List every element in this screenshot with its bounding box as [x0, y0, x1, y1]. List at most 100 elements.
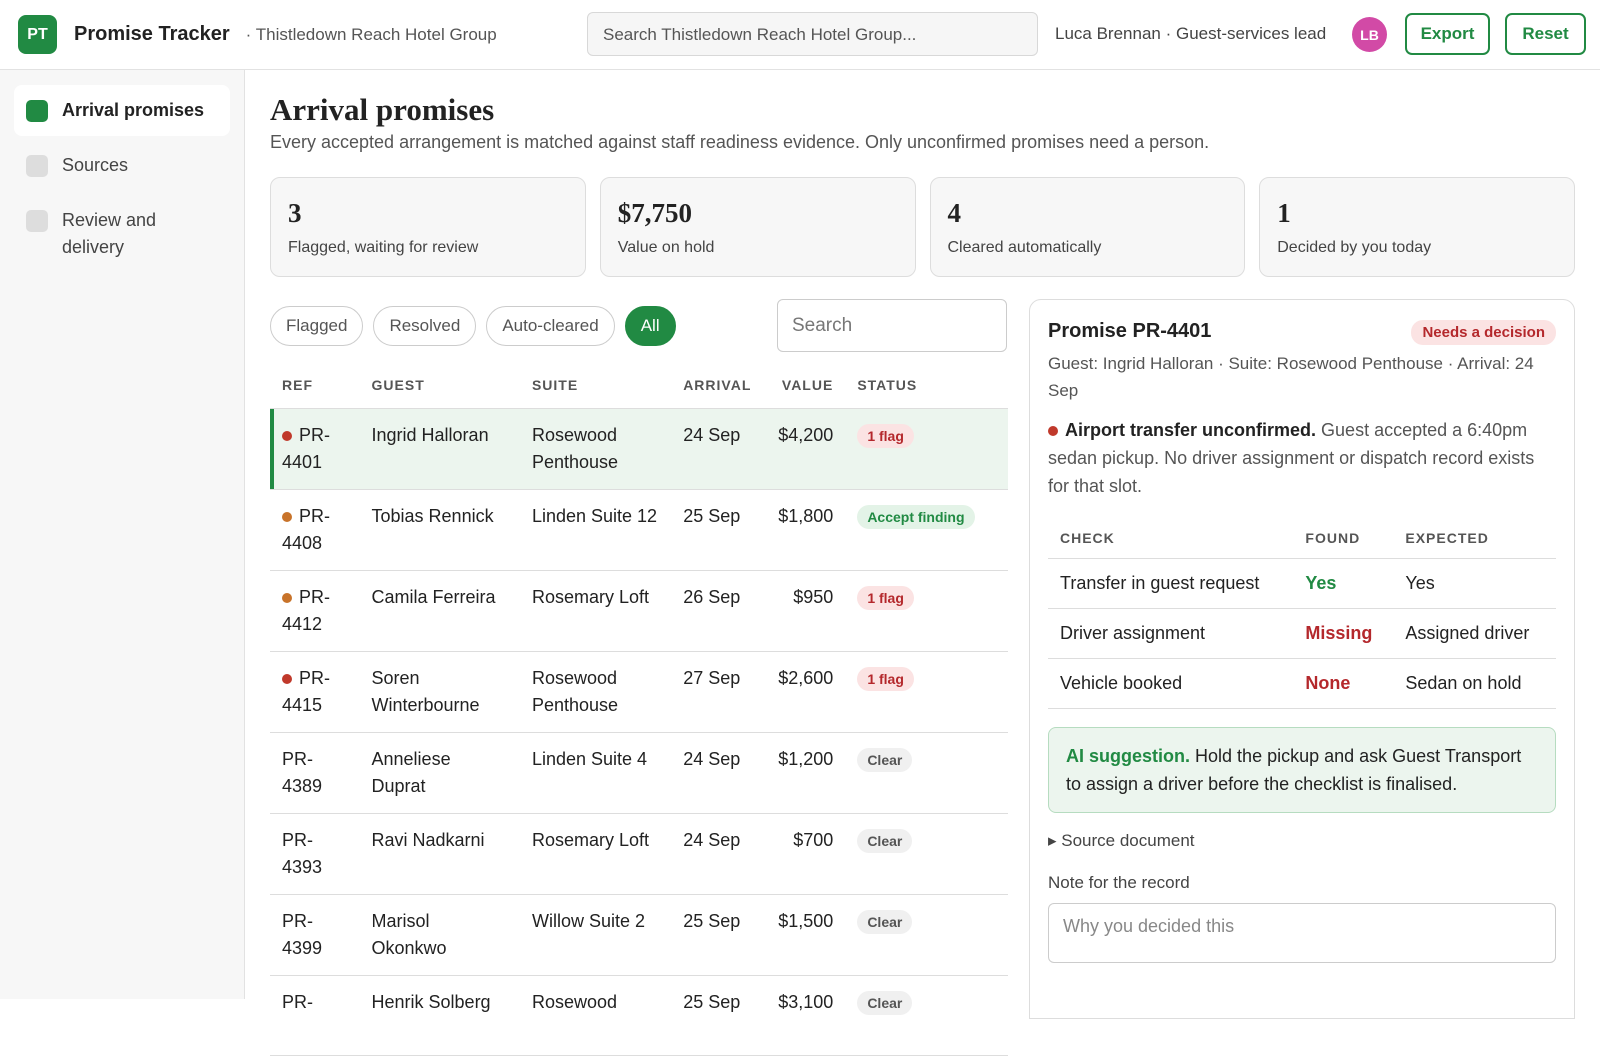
ref: PR-4408	[282, 505, 330, 553]
check-table: CHECK FOUND EXPECTED Transfer in guest requ…	[1048, 518, 1556, 709]
table-cell: Henrik Solberg	[359, 975, 520, 1056]
table-cell: Willow Suite 2	[519, 894, 672, 976]
cell-text: Ingrid Halloran	[371, 424, 489, 445]
ai-suggestion: AI suggestion. Hold the pickup and ask G…	[1048, 727, 1556, 813]
stat-card: $7,750 Value on hold	[599, 177, 916, 277]
table-cell: $1,800	[763, 489, 846, 571]
check-cell: Transfer in guest request	[1048, 558, 1294, 609]
cell-text: $2,600	[778, 667, 834, 688]
table-cell: PR-4393	[270, 813, 360, 895]
cell-text: Rosewood Penthouse	[531, 424, 619, 472]
table-cell: 26 Sep	[671, 570, 764, 652]
status-dot	[282, 430, 292, 441]
filter-chip[interactable]: Auto-cleared	[486, 306, 615, 346]
check-cell: Sedan on hold	[1393, 658, 1556, 709]
column-header: VALUE	[763, 362, 846, 409]
status-badge: Accept finding	[857, 504, 975, 529]
note-input[interactable]: Why you decided this	[1048, 903, 1556, 963]
page-title: Arrival promises	[270, 92, 495, 127]
table-row[interactable]: PR-4389 Anneliese Duprat Linden Suite 4 24 …	[270, 732, 1008, 814]
ref: PR-4412	[282, 586, 330, 634]
global-search[interactable]: Search Thistledown Reach Hotel Group...	[587, 12, 1038, 56]
table-row[interactable]: PR-4408 Tobias Rennick Linden Suite 12 25 S…	[270, 489, 1008, 571]
table-cell: $700	[763, 813, 846, 895]
stat-card: 1 Decided by you today	[1259, 177, 1575, 277]
cell-text: Willow Suite 2	[531, 910, 646, 931]
table-row[interactable]: PR- Henrik Solberg Rosewood 25 Sep $3,100 Cle…	[270, 975, 1008, 1056]
check-cell: None	[1293, 658, 1394, 709]
check-cell: Yes	[1393, 558, 1556, 609]
cell-text: $700	[793, 829, 834, 850]
nav-item[interactable]: Arrival promises	[14, 85, 230, 136]
table-cell: Rosewood Penthouse	[519, 408, 672, 490]
table-row[interactable]: PR-4401 Ingrid Halloran Rosewood Penthouse…	[270, 408, 1008, 490]
table-cell: PR-4389	[270, 732, 360, 814]
table-cell: Clear	[845, 975, 1008, 1056]
cell-text: 27 Sep	[683, 667, 741, 688]
reset-button[interactable]: Reset	[1505, 13, 1586, 55]
cell-text: Marisol Okonkwo	[371, 910, 447, 958]
sidebar: Arrival promises Sources Review and delive…	[0, 70, 245, 999]
table-cell: Rosewood Penthouse	[519, 651, 672, 733]
avatar[interactable]: LB	[1352, 17, 1387, 52]
table-cell: PR-4401	[270, 408, 360, 490]
cell-text: 25 Sep	[683, 505, 741, 526]
filter-chip[interactable]: Resolved	[373, 306, 477, 346]
cell-text: Ravi Nadkarni	[371, 829, 485, 850]
source-toggle[interactable]: ▸ Source document	[1048, 831, 1195, 850]
cell-text: 25 Sep	[683, 910, 741, 931]
table-cell: $1,200	[763, 732, 846, 814]
app-name: Promise Tracker	[74, 23, 230, 45]
table-row[interactable]: PR-4399 Marisol Okonkwo Willow Suite 2 25 S…	[270, 894, 1008, 976]
nav-item[interactable]: Sources	[14, 140, 230, 191]
table-row[interactable]: PR-4393 Ravi Nadkarni Rosemary Loft 24 Sep $…	[270, 813, 1008, 895]
status-dot	[282, 592, 292, 603]
nav-item[interactable]: Review and delivery	[14, 195, 230, 273]
cell-text: 24 Sep	[683, 748, 741, 769]
column-header: ARRIVAL	[671, 362, 764, 409]
check-row: Vehicle booked None Sedan on hold	[1048, 658, 1556, 709]
table-cell: 1 flag	[845, 570, 1008, 652]
table-row[interactable]: PR-4412 Camila Ferreira Rosemary Loft 26 Se…	[270, 570, 1008, 652]
filter-chip[interactable]: Flagged	[270, 306, 364, 346]
ai-text: Hold the pickup and ask Guest Transport …	[1066, 746, 1522, 794]
table-cell: Clear	[845, 894, 1008, 976]
ref: PR-4415	[282, 667, 330, 715]
check-cell: Assigned driver	[1393, 608, 1556, 659]
column-header: SUITE	[519, 362, 672, 409]
stat-value: 1	[1277, 198, 1291, 228]
table-cell: Ravi Nadkarni	[359, 813, 520, 895]
cell-text: $3,100	[778, 991, 834, 1012]
table-cell: Rosemary Loft	[519, 813, 672, 895]
table-cell: 1 flag	[845, 651, 1008, 733]
table-cell: $3,100	[763, 975, 846, 1056]
header: PT Promise Tracker · Thistledown Reach H…	[0, 0, 1600, 70]
check-cell: Missing	[1293, 608, 1394, 659]
status-badge: Clear	[857, 909, 913, 934]
detail-meta: Guest: Ingrid Halloran · Suite: Rosewood…	[1048, 354, 1534, 400]
filter-chip[interactable]: All	[624, 306, 676, 346]
check-cell: Yes	[1293, 558, 1394, 609]
cell-text: Linden Suite 12	[531, 505, 658, 526]
table-cell: Rosemary Loft	[519, 570, 672, 652]
ref: PR-4401	[282, 424, 330, 472]
promise-table: REF GUEST SUITE ARRIVAL VALUE STATUS PR-4401 In…	[270, 362, 1008, 1056]
export-button[interactable]: Export	[1405, 13, 1490, 55]
cell-text: $4,200	[778, 424, 834, 445]
table-cell: Camila Ferreira	[359, 570, 520, 652]
table-cell: PR-4412	[270, 570, 360, 652]
nav-icon	[26, 155, 48, 177]
status-badge: Needs a decision	[1411, 320, 1556, 345]
alert: Airport transfer unconfirmed. Guest acce…	[1048, 416, 1556, 500]
table-search[interactable]: Search	[777, 299, 1007, 352]
stat-label: Decided by you today	[1277, 239, 1432, 256]
table-cell: 24 Sep	[671, 813, 764, 895]
check-header: FOUND	[1293, 518, 1394, 559]
table-cell: 1 flag	[845, 408, 1008, 490]
cell-text: Rosewood	[531, 991, 618, 1012]
table-row[interactable]: PR-4415 Soren Winterbourne Rosewood Pentho…	[270, 651, 1008, 733]
cell-text: 25 Sep	[683, 991, 741, 1012]
table-cell: Marisol Okonkwo	[359, 894, 520, 976]
table-cell: Linden Suite 12	[519, 489, 672, 571]
nav-icon	[26, 100, 48, 122]
